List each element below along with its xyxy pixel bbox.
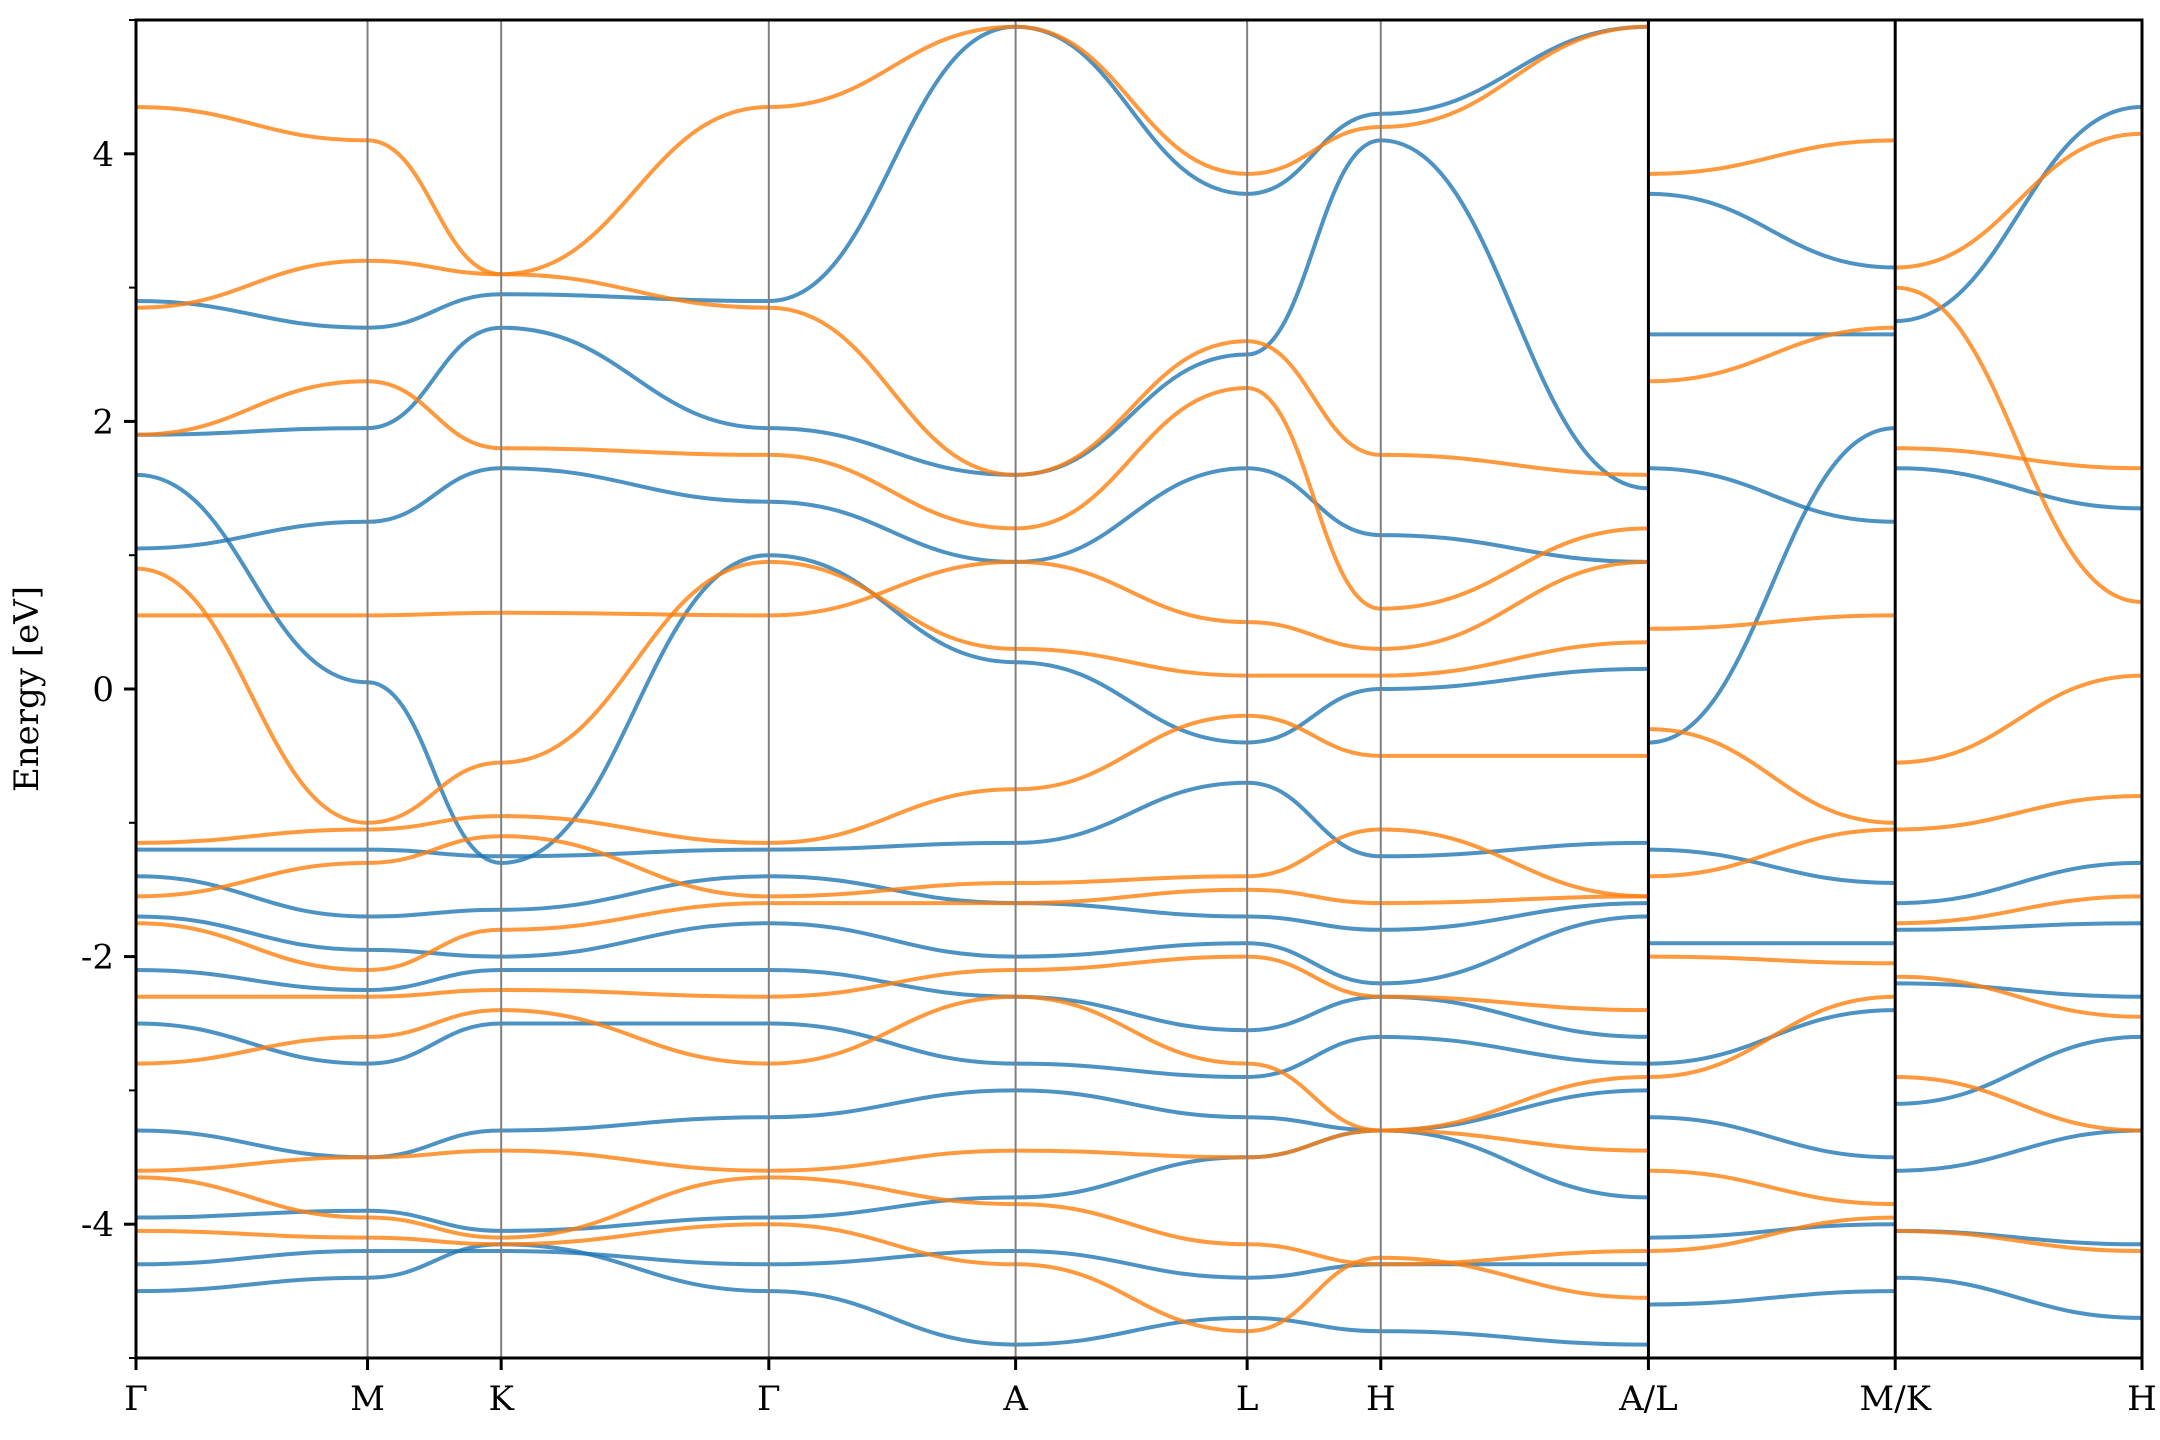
y-tick-label: 4	[92, 135, 114, 175]
band-line	[136, 954, 1649, 1013]
band-line	[1895, 673, 2142, 765]
band-line	[1648, 1115, 1896, 1160]
plot-frame	[134, 18, 2144, 1360]
band-line	[1895, 794, 2142, 832]
band-line	[1648, 954, 1896, 966]
x-tick-label: A	[1002, 1379, 1028, 1419]
band-line	[136, 713, 1649, 845]
band-line	[1648, 426, 1896, 745]
band-line	[136, 780, 1649, 859]
band-line	[136, 138, 1649, 491]
x-tick-label: A/L	[1618, 1379, 1678, 1419]
band-line	[1895, 1128, 2142, 1173]
x-tick-label: H	[1366, 1379, 1396, 1419]
band-line	[1648, 325, 1896, 384]
band-line	[1648, 727, 1896, 825]
x-tick-label: M	[350, 1379, 385, 1419]
band-line	[1895, 981, 2142, 999]
band-line	[1895, 1034, 2142, 1106]
band-line	[1895, 131, 2142, 270]
band-line	[136, 914, 1649, 986]
band-line	[1895, 1275, 2142, 1320]
band-line	[1648, 1289, 1896, 1307]
band-series-2	[136, 24, 2142, 1334]
band-line	[1648, 1168, 1896, 1207]
band-line	[1648, 994, 1896, 1079]
band-line	[136, 559, 1649, 825]
band-line	[1648, 847, 1896, 885]
bands-layer	[136, 24, 2142, 1347]
x-tick-label: Γ	[124, 1379, 148, 1419]
band-line	[136, 887, 1649, 973]
y-tick-label: -2	[81, 938, 114, 978]
band-line	[136, 1242, 1649, 1347]
band-line	[136, 1088, 1649, 1160]
band-line	[136, 1175, 1649, 1267]
band-line	[1648, 613, 1896, 631]
band-line	[1648, 1215, 1896, 1253]
band-line	[1648, 138, 1896, 176]
band-line	[136, 827, 1649, 899]
y-tick-label: 0	[92, 670, 114, 710]
band-line	[1895, 466, 2142, 511]
band-line	[136, 24, 1649, 277]
band-line	[1895, 1228, 2142, 1253]
band-line	[136, 466, 1649, 564]
band-line	[136, 472, 1649, 865]
y-tick-label: -4	[81, 1205, 114, 1245]
band-line	[136, 1128, 1649, 1173]
band-line	[1648, 1222, 1896, 1240]
band-line	[1648, 466, 1896, 524]
x-tick-label: K	[488, 1379, 514, 1419]
x-tick-label: H	[2127, 1379, 2157, 1419]
band-line	[136, 1021, 1649, 1080]
band-series-1	[136, 24, 2142, 1347]
band-line	[136, 379, 1649, 611]
band-line	[1895, 921, 2142, 932]
band-line	[1895, 860, 2142, 906]
x-axis: Γ M K Γ A L H A/L M/K H	[124, 1358, 2157, 1419]
band-line	[1895, 1075, 2142, 1133]
x-tick-label: M/K	[1859, 1379, 1931, 1419]
band-line	[136, 258, 1649, 477]
band-line	[1648, 827, 1896, 879]
y-axis: -4 -2 0 2 4	[81, 19, 136, 1359]
band-line	[136, 24, 1649, 330]
band-line	[1895, 974, 2142, 1019]
x-tick-label: Γ	[757, 1379, 781, 1419]
band-line	[1648, 191, 1896, 270]
y-axis-label: Energy [eV]	[7, 586, 47, 792]
y-tick-label: 2	[92, 402, 114, 442]
high-symmetry-lines	[366, 20, 1897, 1358]
band-line	[1895, 105, 2142, 324]
band-line	[1895, 446, 2142, 471]
band-line	[1895, 894, 2142, 926]
band-line	[1895, 285, 2142, 604]
x-tick-label: L	[1236, 1379, 1259, 1419]
